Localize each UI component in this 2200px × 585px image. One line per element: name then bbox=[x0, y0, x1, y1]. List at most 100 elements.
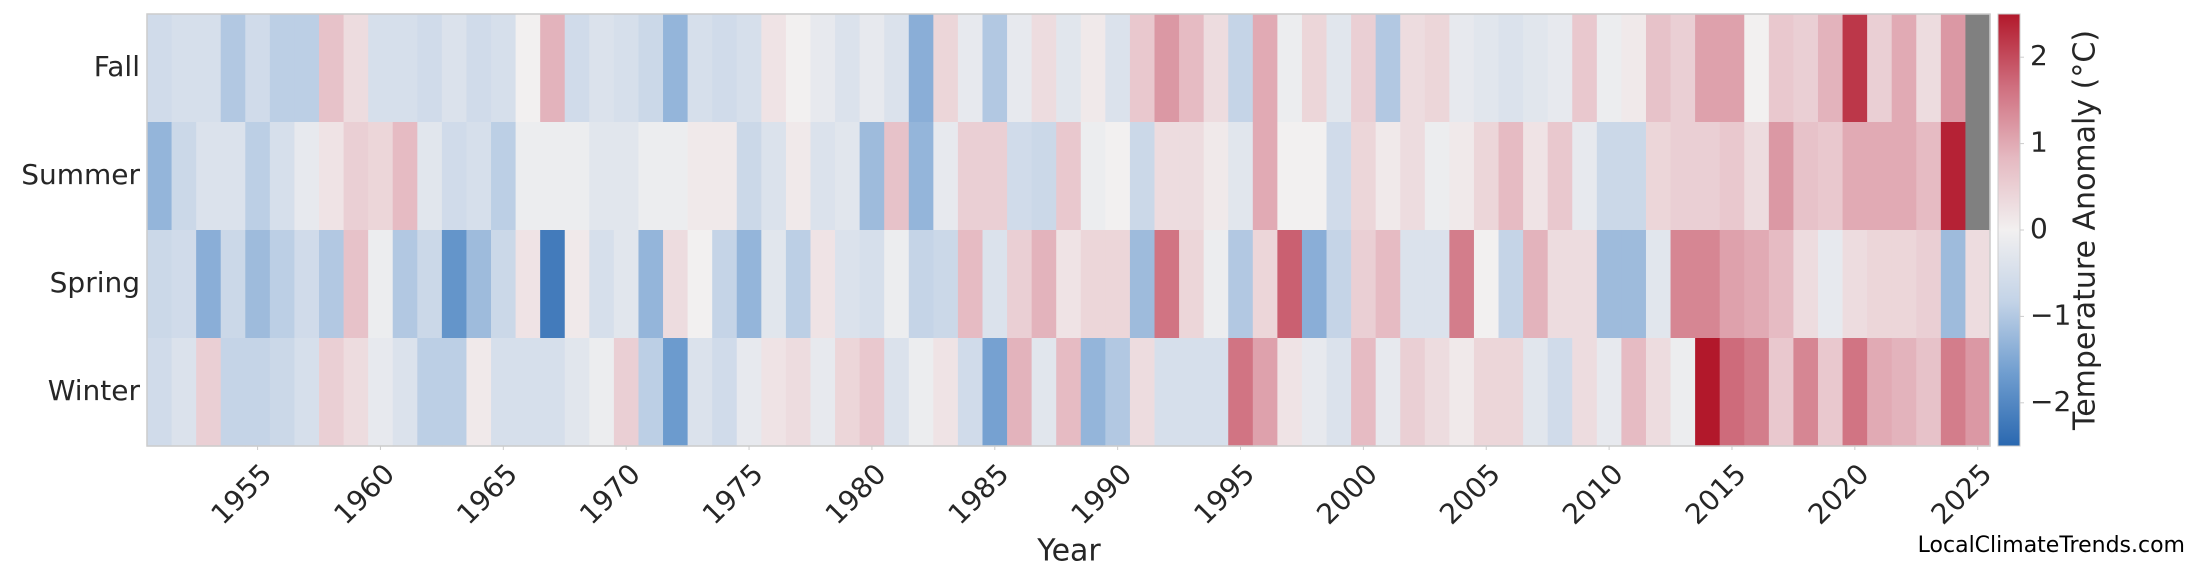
heatmap-cell bbox=[982, 338, 1008, 447]
heatmap-cell bbox=[638, 14, 664, 123]
heatmap-cell bbox=[147, 122, 173, 231]
heatmap-cell bbox=[1031, 122, 1057, 231]
heatmap-cell bbox=[1400, 338, 1426, 447]
heatmap-cell bbox=[1129, 230, 1156, 339]
heatmap-cell bbox=[171, 338, 197, 447]
heatmap-cell bbox=[638, 338, 664, 447]
heatmap-cell bbox=[1768, 230, 1795, 339]
heatmap-cell bbox=[540, 230, 566, 339]
x-tick-label: 2005 bbox=[1433, 457, 1507, 531]
heatmap-cell bbox=[1645, 122, 1672, 231]
heatmap-cell bbox=[613, 338, 640, 447]
x-tick-label: 2010 bbox=[1556, 457, 1630, 531]
heatmap-cell bbox=[712, 230, 738, 339]
heatmap-cell bbox=[638, 230, 664, 339]
heatmap-cell bbox=[196, 14, 222, 123]
heatmap-cell bbox=[1375, 230, 1401, 339]
heatmap-cell bbox=[1621, 14, 1647, 123]
heatmap-cell bbox=[564, 338, 590, 447]
heatmap-cell bbox=[441, 122, 468, 231]
heatmap-cell bbox=[736, 230, 762, 339]
heatmap-cell bbox=[417, 230, 443, 339]
x-tick-label: 2020 bbox=[1802, 457, 1876, 531]
heatmap-cell bbox=[343, 14, 369, 123]
heatmap-cell bbox=[1940, 14, 1967, 123]
heatmap-cell bbox=[564, 14, 590, 123]
heatmap-cell bbox=[663, 122, 689, 231]
y-tick-label: Summer bbox=[21, 158, 140, 191]
heatmap-cell bbox=[220, 230, 246, 339]
heatmap-cell bbox=[466, 122, 492, 231]
heatmap-cell bbox=[1326, 230, 1352, 339]
heatmap-cell bbox=[1252, 230, 1278, 339]
heatmap-cell bbox=[589, 14, 615, 123]
x-tick-label: 1980 bbox=[819, 457, 893, 531]
heatmap-cell bbox=[294, 122, 320, 231]
heatmap-cell bbox=[1277, 14, 1303, 123]
y-tick-label: Spring bbox=[50, 266, 140, 299]
heatmap-cell bbox=[1940, 338, 1967, 447]
heatmap-cell bbox=[1842, 14, 1868, 123]
plot-frame bbox=[146, 13, 1991, 447]
heatmap-cell bbox=[1424, 14, 1450, 123]
heatmap-cell bbox=[491, 122, 517, 231]
heatmap-cell bbox=[1572, 122, 1598, 231]
heatmap-cell bbox=[835, 338, 861, 447]
heatmap-cell bbox=[220, 338, 246, 447]
heatmap-cell bbox=[1645, 230, 1672, 339]
heatmap-cell bbox=[884, 14, 910, 123]
heatmap-cell bbox=[1449, 230, 1475, 339]
heatmap-cell bbox=[417, 14, 443, 123]
y-tick-label: Winter bbox=[48, 374, 141, 407]
heatmap-cell bbox=[1940, 122, 1967, 231]
heatmap-cell bbox=[1056, 14, 1082, 123]
heatmap-cell bbox=[859, 338, 885, 447]
heatmap-cell bbox=[1375, 338, 1401, 447]
heatmap-cell bbox=[1547, 338, 1573, 447]
heatmap-cell bbox=[957, 230, 984, 339]
heatmap-cell bbox=[1007, 230, 1033, 339]
heatmap-cell bbox=[540, 122, 566, 231]
heatmap-cell bbox=[1793, 14, 1819, 123]
x-tick-label: 1995 bbox=[1187, 457, 1261, 531]
heatmap-cell bbox=[220, 14, 246, 123]
heatmap-cell bbox=[1105, 230, 1131, 339]
x-tick-label: 1955 bbox=[204, 457, 278, 531]
heatmap-cell bbox=[957, 122, 984, 231]
heatmap-cell bbox=[638, 122, 664, 231]
heatmap-cell bbox=[1301, 14, 1328, 123]
heatmap-cell bbox=[859, 14, 885, 123]
heatmap-cell bbox=[1744, 338, 1770, 447]
heatmap-cell bbox=[1031, 14, 1057, 123]
heatmap-cell bbox=[564, 122, 590, 231]
heatmap-cell bbox=[1129, 122, 1156, 231]
heatmap-cell bbox=[1007, 14, 1033, 123]
heatmap-cell bbox=[1424, 122, 1450, 231]
heatmap-cell bbox=[1498, 338, 1524, 447]
heatmap-cell bbox=[245, 122, 271, 231]
heatmap-cell bbox=[1891, 14, 1917, 123]
heatmap-cell bbox=[1916, 122, 1942, 231]
heatmap-cell bbox=[220, 122, 246, 231]
colorbar-label: Temperature Anomaly (°C) bbox=[2068, 30, 2103, 431]
heatmap-cell bbox=[1817, 122, 1844, 231]
heatmap-cell bbox=[1351, 230, 1377, 339]
heatmap-cell bbox=[515, 122, 541, 231]
watermark: LocalClimateTrends.com bbox=[1918, 533, 2185, 558]
heatmap-cell bbox=[1031, 338, 1057, 447]
heatmap-cell bbox=[1670, 338, 1696, 447]
heatmap-cell bbox=[1228, 338, 1254, 447]
heatmap-cell bbox=[1744, 122, 1770, 231]
heatmap-cell bbox=[736, 14, 762, 123]
heatmap-cell bbox=[810, 230, 836, 339]
heatmap-cell bbox=[884, 338, 910, 447]
heatmap-cell bbox=[1817, 230, 1844, 339]
heatmap-cell bbox=[1449, 14, 1475, 123]
colorbar-tick-label: −1 bbox=[2030, 298, 2071, 331]
y-tick-label: Fall bbox=[94, 50, 140, 83]
heatmap-cell bbox=[1965, 338, 1991, 447]
heatmap-cell bbox=[1891, 122, 1917, 231]
heatmap-cell bbox=[1547, 14, 1573, 123]
heatmap-cell bbox=[957, 14, 984, 123]
heatmap-cell bbox=[687, 230, 713, 339]
